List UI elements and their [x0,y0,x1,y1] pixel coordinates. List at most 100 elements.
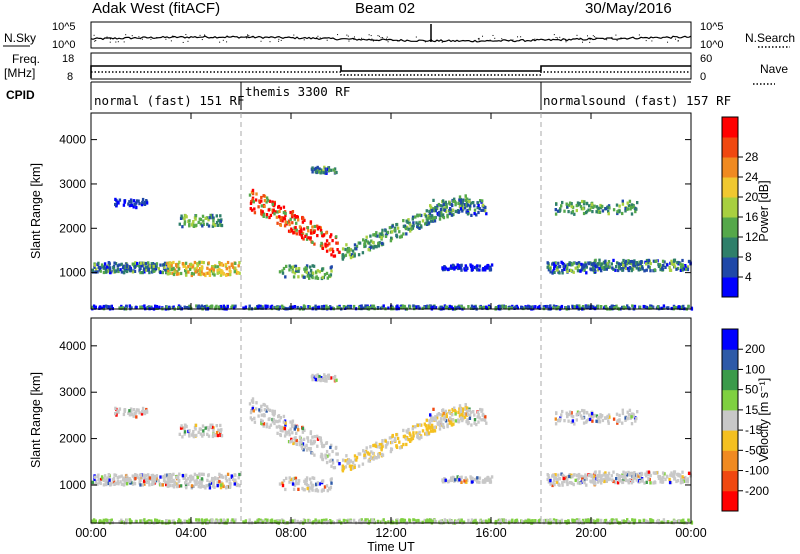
power-cell [185,215,188,219]
velocity-cell [274,519,277,523]
power-cell [303,218,306,222]
power-cell [106,267,110,271]
velocity-cell [575,473,579,477]
power-cell [614,268,617,272]
power-cell [264,304,267,308]
power-cell [574,266,577,270]
power-cell [322,304,326,308]
power-cell [197,304,200,308]
velocity-cell [590,480,593,484]
velocity-cell [98,520,101,524]
power-cell [93,263,97,267]
noise-search-dot [115,41,117,43]
power-cell [342,305,346,309]
velocity-cell [238,484,241,488]
velocity-cell [429,429,433,433]
power-cell [192,223,195,227]
power-cell [367,248,370,252]
velocity-cell [147,480,151,485]
power-cell [284,213,287,217]
velocity-cell [105,482,108,486]
power-cell [108,268,112,272]
power-cell [481,203,485,207]
power-cell [453,200,457,204]
power-cell [182,264,185,268]
velocity-cell [106,518,109,523]
power-cell [320,306,323,310]
velocity-cell [485,421,488,425]
power-cell [434,208,438,213]
velocity-cell [676,472,679,477]
power-cell [609,306,612,310]
velocity-cell [252,409,255,413]
power-cell [176,264,180,268]
power-cell [163,265,166,269]
power-cell [462,306,466,310]
velocity-cell [260,421,263,426]
velocity-cell [150,482,154,486]
velocity-cell [136,475,139,479]
velocity-cell [583,409,586,413]
power-cell [299,230,303,234]
velocity-cell [283,520,287,524]
velocity-cell [454,419,457,423]
freq-line [90,65,691,78]
power-cell [618,204,621,208]
power-cell [265,215,268,219]
power-cell [552,262,555,266]
power-cell [310,229,313,233]
velocity-cell [420,423,423,427]
velocity-cell [479,519,482,523]
power-cell [552,304,556,308]
power-cell [473,212,476,216]
velocity-cell [319,436,322,440]
power-cell [474,305,477,309]
velocity-y-tick-label: 2000 [59,432,86,446]
velocity-cell [154,518,157,522]
velocity-cell [608,477,611,481]
power-cell [652,259,656,263]
power-cell [311,166,314,170]
power-cell [391,230,394,234]
velocity-cell [411,425,415,429]
velocity-cell [584,473,587,477]
power-cell [368,241,371,245]
velocity-cell [158,519,161,523]
power-cell [378,232,381,236]
power-cell [206,266,209,270]
velocity-cell [390,520,394,524]
power-cell [144,261,147,266]
power-cell [376,306,380,310]
velocity-cell [470,476,473,480]
power-cell [295,228,298,232]
power-cell [260,204,263,208]
velocity-cell [407,437,410,442]
power-cell [195,304,198,308]
velocity-cell [324,378,328,382]
velocity-cell [207,473,210,477]
velocity-cell [580,474,583,478]
velocity-cell [375,456,378,460]
velocity-cell [331,520,334,524]
power-cell [458,195,462,199]
power-cell [202,222,205,226]
noise-search-dot [131,35,133,37]
power-cell [457,210,460,214]
velocity-cell [208,486,212,490]
velocity-cell [208,519,211,523]
power-cell [381,228,384,232]
power-cell [175,263,178,268]
power-cell [462,198,465,202]
power-cell [139,305,142,309]
power-cell [250,200,253,204]
velocity-cell [169,479,172,483]
velocity-cell [391,440,394,444]
velocity-cell [473,418,477,422]
velocity-cell [271,420,275,424]
noise-search-dot [347,35,349,37]
velocity-cell [159,483,163,487]
power-cell [156,306,159,310]
power-cell [621,268,624,272]
velocity-colorbar-tick-label: -100 [745,464,769,478]
velocity-cell [193,479,196,483]
